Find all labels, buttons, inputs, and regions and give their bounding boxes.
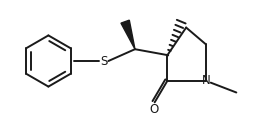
Text: N: N bbox=[201, 74, 210, 87]
Text: S: S bbox=[100, 55, 107, 68]
Polygon shape bbox=[121, 20, 135, 49]
Text: O: O bbox=[149, 103, 158, 116]
